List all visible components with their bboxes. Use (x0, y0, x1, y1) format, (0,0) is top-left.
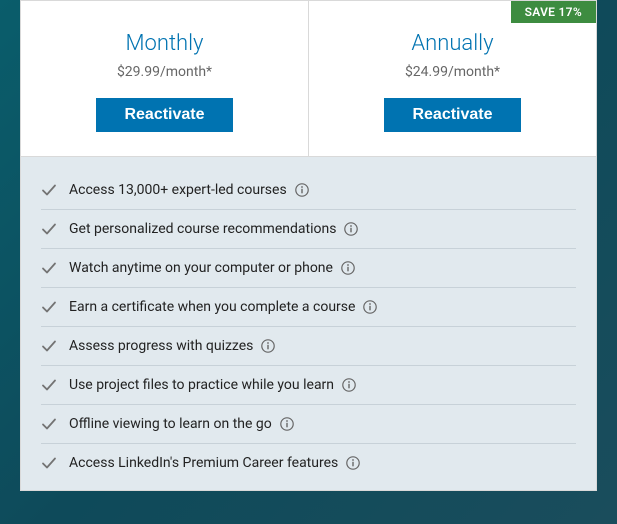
check-icon (41, 221, 57, 237)
info-icon[interactable] (363, 300, 377, 314)
check-icon (41, 377, 57, 393)
feature-item: Get personalized course recommendations (41, 210, 576, 249)
feature-item: Offline viewing to learn on the go (41, 405, 576, 444)
feature-item: Assess progress with quizzes (41, 327, 576, 366)
info-icon[interactable] (261, 339, 275, 353)
info-icon[interactable] (344, 222, 358, 236)
save-badge: SAVE 17% (511, 1, 596, 23)
plan-monthly-price: $29.99/month* (41, 64, 288, 80)
info-icon[interactable] (295, 183, 309, 197)
check-icon (41, 338, 57, 354)
feature-text: Get personalized course recommendations (69, 221, 336, 237)
plan-monthly: Monthly $29.99/month* Reactivate (21, 1, 308, 156)
pricing-card: Monthly $29.99/month* Reactivate SAVE 17… (20, 0, 597, 157)
feature-text: Assess progress with quizzes (69, 338, 253, 354)
feature-item: Use project files to practice while you … (41, 366, 576, 405)
check-icon (41, 182, 57, 198)
check-icon (41, 416, 57, 432)
plan-monthly-title: Monthly (41, 31, 288, 56)
info-icon[interactable] (280, 417, 294, 431)
features-list: Access 13,000+ expert-led courses Get pe… (20, 157, 597, 491)
feature-text: Use project files to practice while you … (69, 377, 334, 393)
feature-item: Access LinkedIn's Premium Career feature… (41, 444, 576, 482)
reactivate-monthly-button[interactable]: Reactivate (96, 98, 232, 132)
info-icon[interactable] (342, 378, 356, 392)
info-icon[interactable] (346, 456, 360, 470)
plan-annually: SAVE 17% Annually $24.99/month* Reactiva… (308, 1, 596, 156)
check-icon (41, 455, 57, 471)
feature-text: Offline viewing to learn on the go (69, 416, 272, 432)
reactivate-annually-button[interactable]: Reactivate (384, 98, 520, 132)
feature-text: Watch anytime on your computer or phone (69, 260, 333, 276)
check-icon (41, 260, 57, 276)
feature-item: Access 13,000+ expert-led courses (41, 171, 576, 210)
plan-annually-price: $24.99/month* (329, 64, 576, 80)
feature-text: Access LinkedIn's Premium Career feature… (69, 455, 338, 471)
check-icon (41, 299, 57, 315)
plans-row: Monthly $29.99/month* Reactivate SAVE 17… (21, 1, 596, 156)
plan-annually-title: Annually (329, 31, 576, 56)
feature-item: Watch anytime on your computer or phone (41, 249, 576, 288)
info-icon[interactable] (341, 261, 355, 275)
feature-item: Earn a certificate when you complete a c… (41, 288, 576, 327)
feature-text: Access 13,000+ expert-led courses (69, 182, 287, 198)
feature-text: Earn a certificate when you complete a c… (69, 299, 355, 315)
